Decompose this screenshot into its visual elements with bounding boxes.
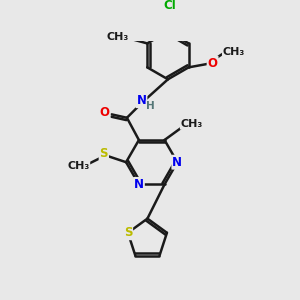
- Text: CH₃: CH₃: [67, 161, 89, 172]
- Text: N: N: [134, 178, 144, 191]
- Text: N: N: [172, 156, 182, 169]
- Text: S: S: [100, 147, 108, 160]
- Text: CH₃: CH₃: [181, 119, 203, 129]
- Text: CH₃: CH₃: [223, 47, 245, 57]
- Text: S: S: [124, 226, 132, 239]
- Text: H: H: [146, 101, 155, 111]
- Text: O: O: [100, 106, 110, 119]
- Text: CH₃: CH₃: [106, 32, 128, 42]
- Text: Cl: Cl: [163, 0, 176, 12]
- Text: N: N: [136, 94, 146, 107]
- Text: O: O: [208, 57, 218, 70]
